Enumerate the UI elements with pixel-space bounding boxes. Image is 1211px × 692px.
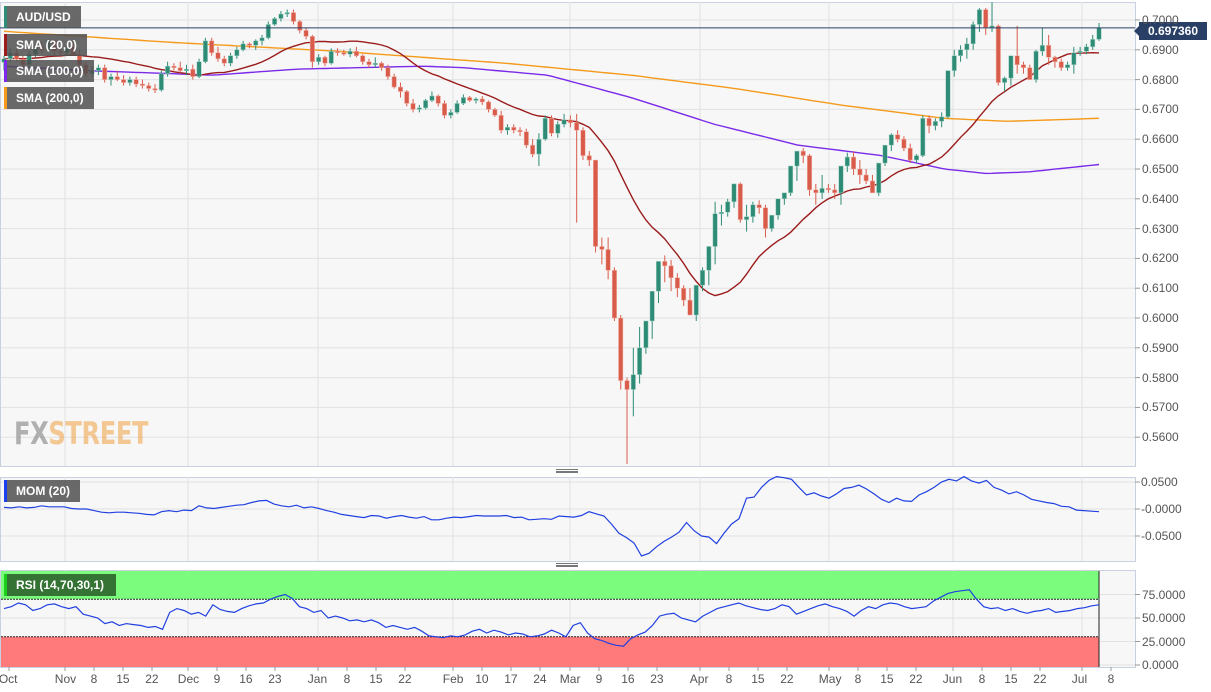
time-axis-tick: 8 [343,672,351,686]
time-axis-tick: 9 [213,672,221,686]
price-axis-tick: 0.6200 [1142,251,1179,266]
price-axis-tick: 0.6100 [1142,281,1179,296]
legend-sma20-label: SMA (20,0) [16,38,77,52]
mom-color-swatch [4,480,7,502]
time-axis-tick: Jul [1071,672,1088,686]
legend-sma200-label: SMA (200,0) [16,91,84,105]
fxstreet-logo: FXSTREET [14,416,148,452]
current-price-tag: 0.697360 [1134,22,1207,40]
sma200-color-swatch [4,87,7,109]
time-axis-tick: 15 [880,672,894,686]
time-axis-tick: Nov [54,672,77,686]
price-axis-tick: 0.6000 [1142,311,1179,325]
price-axis-tick: 0.6800 [1142,72,1179,87]
sma100-color-swatch [4,60,7,82]
logo-fx: FX [14,416,49,452]
mom-axis-tick: -0.0500 [1141,529,1182,543]
time-axis-tick: 15 [369,672,383,686]
time-axis-tick: 8 [978,672,986,686]
legend-rsi[interactable]: RSI (14,70,30,1) [4,574,116,596]
symbol-color-swatch [4,6,7,28]
panel-resize-handle-rsi[interactable] [556,563,578,567]
legend-symbol-label: AUD/USD [16,10,71,24]
rsi-overbought-zone [1,571,1099,600]
time-axis-tick: Oct [0,672,18,686]
time-axis-tick: 22 [780,672,794,686]
sma200-line [3,30,1100,122]
time-axis-tick: 22 [1033,672,1047,686]
logo-street: STREET [48,416,149,452]
legend-rsi-label: RSI (14,70,30,1) [16,578,105,592]
price-axis-tick: 0.5800 [1142,370,1179,385]
price-axis-tick: 0.6300 [1142,221,1179,236]
rsi-axis-tick: 50.0000 [1142,611,1186,625]
time-axis-tick: 16 [621,672,635,686]
price-axis-tick: 0.6700 [1142,102,1179,117]
time-axis-tick: 15 [116,672,130,686]
price-axis-tick: 0.6400 [1142,191,1179,206]
legend-sma100-label: SMA (100,0) [16,64,84,78]
rsi-axis-tick: 25.0000 [1142,634,1186,649]
time-axis-tick: 22 [909,672,923,686]
time-axis-tick: 16 [239,672,253,686]
time-axis-tick: 23 [268,672,282,686]
time-axis-tick: 8 [90,672,98,686]
mom-line [3,475,1100,557]
time-axis-tick: 17 [504,672,518,686]
time-axis-tick: 24 [533,672,547,686]
time-axis-tick: Jun [942,672,963,686]
rsi-line [3,589,1100,647]
price-axis-tick: 0.5900 [1142,340,1179,355]
time-axis-tick: 15 [1004,672,1018,686]
legend-sma200[interactable]: SMA (200,0) [4,87,94,109]
sma20-color-swatch [4,34,7,56]
time-axis-tick: 8 [1107,672,1115,686]
price-axis-tick: 0.6500 [1142,162,1179,176]
time-axis-tick: Mar [559,672,581,686]
time-axis-tick: 22 [398,672,412,686]
rsi-axis-tick: 0.0000 [1142,658,1179,672]
main-price-panel[interactable] [0,2,1136,467]
time-axis-tick: Dec [177,672,200,686]
mom-axis-tick: 0.0500 [1141,475,1178,489]
rsi-oversold-zone [1,636,1099,667]
time-axis-tick: 15 [751,672,765,686]
time-axis-tick: Jan [307,672,328,686]
time-axis-tick: 9 [595,672,603,686]
time-axis-tick: 8 [725,672,733,686]
panel-resize-handle-mom[interactable] [556,469,578,473]
rsi-axis-tick: 75.0000 [1142,587,1186,602]
legend-symbol[interactable]: AUD/USD [4,6,81,28]
time-axis-tick: 8 [854,672,862,686]
time-axis-tick: 22 [145,672,159,686]
time-axis-tick: Apr [689,672,709,686]
time-axis-tick: May [818,672,842,686]
price-axis-tick: 0.7000 [1142,13,1179,27]
legend-sma100[interactable]: SMA (100,0) [4,60,94,82]
mom-panel[interactable] [0,477,1136,562]
legend-mom-label: MOM (20) [16,484,70,498]
price-axis-tick: 0.6600 [1142,132,1179,147]
time-axis-tick: 23 [650,672,664,686]
price-axis-tick: 0.5600 [1142,430,1179,445]
legend-mom[interactable]: MOM (20) [4,480,80,502]
time-axis-tick: 10 [475,672,489,686]
legend-sma20[interactable]: SMA (20,0) [4,34,87,56]
mom-axis-tick: -0.0000 [1141,502,1182,516]
rsi-color-swatch [4,574,7,596]
price-axis-tick: 0.6900 [1142,42,1179,57]
price-axis-tick: 0.5700 [1142,400,1179,415]
time-axis-tick: Feb [442,672,464,686]
